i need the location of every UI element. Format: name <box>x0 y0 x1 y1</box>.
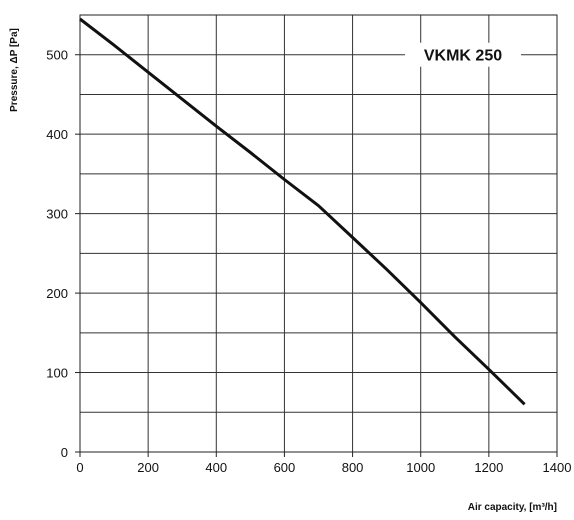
x-tick-label: 400 <box>205 460 227 475</box>
y-tick-label: 300 <box>46 207 68 222</box>
x-tick-label: 600 <box>274 460 296 475</box>
x-axis-title: Air capacity, [m³/h] <box>468 502 557 513</box>
series-label: VKMK 250 <box>424 48 502 65</box>
y-axis-title: Pressure, ΔP [Pa] <box>9 28 20 112</box>
y-tick-label: 100 <box>46 366 68 381</box>
series: VKMK 250 <box>80 19 525 404</box>
x-tick-label: 0 <box>76 460 83 475</box>
series-line <box>80 19 525 404</box>
y-tick-label: 200 <box>46 286 68 301</box>
x-tick-label: 1000 <box>406 460 435 475</box>
plot-frame <box>80 15 557 452</box>
x-tick-label: 800 <box>342 460 364 475</box>
grid <box>80 15 557 452</box>
x-tick-label: 1400 <box>543 460 572 475</box>
x-tick-label: 200 <box>137 460 159 475</box>
y-tick-label: 0 <box>61 445 68 460</box>
y-tick-label: 400 <box>46 127 68 142</box>
y-tick-label: 500 <box>46 48 68 63</box>
x-tick-label: 1200 <box>474 460 503 475</box>
axes: 0 200 400 600 800 1000 1200 1400 0 100 200 300 400 50… <box>46 48 571 475</box>
